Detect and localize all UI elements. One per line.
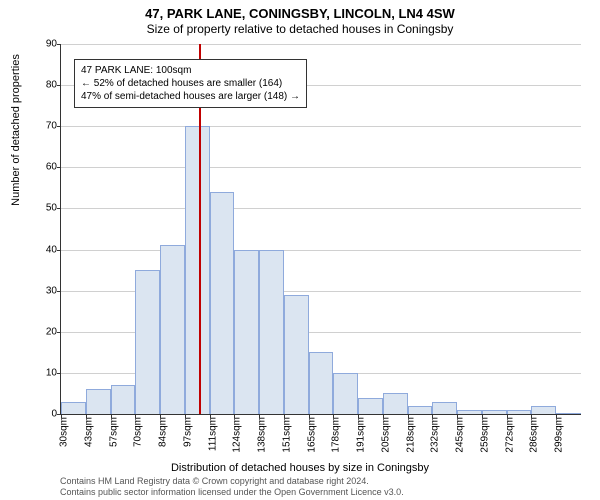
x-tick-label: 245sqm bbox=[455, 414, 466, 453]
x-tick-label: 299sqm bbox=[554, 414, 565, 453]
x-tick-label: 97sqm bbox=[182, 414, 193, 447]
info-box-line2: ← 52% of detached houses are smaller (16… bbox=[81, 77, 300, 90]
y-axis-label: Number of detached properties bbox=[10, 30, 22, 230]
x-tick-label: 138sqm bbox=[257, 414, 268, 453]
y-tick-label: 30 bbox=[46, 285, 61, 296]
histogram-bar bbox=[185, 126, 210, 414]
x-tick-label: 272sqm bbox=[504, 414, 515, 453]
x-tick-label: 218sqm bbox=[405, 414, 416, 453]
histogram-bar bbox=[111, 385, 136, 414]
chart-container: 47, PARK LANE, CONINGSBY, LINCOLN, LN4 4… bbox=[0, 0, 600, 500]
histogram-bar bbox=[531, 406, 556, 414]
grid-line bbox=[61, 44, 581, 45]
x-tick-label: 151sqm bbox=[281, 414, 292, 453]
y-tick-label: 40 bbox=[46, 244, 61, 255]
x-tick-label: 84sqm bbox=[158, 414, 169, 447]
histogram-bar bbox=[86, 389, 111, 414]
attribution-text: Contains HM Land Registry data © Crown c… bbox=[60, 476, 580, 498]
x-tick-label: 178sqm bbox=[331, 414, 342, 453]
histogram-bar bbox=[210, 192, 235, 414]
x-tick-label: 70sqm bbox=[133, 414, 144, 447]
histogram-bar bbox=[284, 295, 309, 414]
info-box-line1: 47 PARK LANE: 100sqm bbox=[81, 64, 300, 77]
grid-line bbox=[61, 250, 581, 251]
y-tick-label: 60 bbox=[46, 162, 61, 173]
x-tick-label: 43sqm bbox=[83, 414, 94, 447]
histogram-bar bbox=[160, 245, 185, 414]
histogram-bar bbox=[432, 402, 457, 414]
x-tick-label: 57sqm bbox=[108, 414, 119, 447]
x-tick-label: 286sqm bbox=[529, 414, 540, 453]
plot-area: 010203040506070809030sqm43sqm57sqm70sqm8… bbox=[60, 44, 581, 415]
y-tick-label: 80 bbox=[46, 80, 61, 91]
x-tick-label: 191sqm bbox=[356, 414, 367, 453]
x-tick-label: 30sqm bbox=[59, 414, 70, 447]
histogram-bar bbox=[309, 352, 334, 414]
x-tick-label: 111sqm bbox=[207, 414, 218, 451]
y-tick-label: 50 bbox=[46, 203, 61, 214]
x-tick-label: 165sqm bbox=[306, 414, 317, 453]
y-tick-label: 70 bbox=[46, 121, 61, 132]
histogram-bar bbox=[333, 373, 358, 414]
histogram-bar bbox=[408, 406, 433, 414]
attribution-line2: Contains public sector information licen… bbox=[60, 487, 404, 497]
histogram-bar bbox=[234, 250, 259, 414]
chart-subtitle: Size of property relative to detached ho… bbox=[0, 22, 600, 36]
histogram-bar bbox=[358, 398, 383, 414]
histogram-bar bbox=[135, 270, 160, 414]
histogram-bar bbox=[61, 402, 86, 414]
x-tick-label: 124sqm bbox=[232, 414, 243, 453]
grid-line bbox=[61, 208, 581, 209]
x-tick-label: 259sqm bbox=[479, 414, 490, 453]
histogram-bar bbox=[383, 393, 408, 414]
x-axis-label: Distribution of detached houses by size … bbox=[0, 462, 600, 474]
y-tick-label: 90 bbox=[46, 39, 61, 50]
y-tick-label: 10 bbox=[46, 367, 61, 378]
histogram-bar bbox=[259, 250, 284, 414]
grid-line bbox=[61, 126, 581, 127]
info-box: 47 PARK LANE: 100sqm← 52% of detached ho… bbox=[74, 59, 307, 108]
y-tick-label: 20 bbox=[46, 326, 61, 337]
grid-line bbox=[61, 167, 581, 168]
x-tick-label: 205sqm bbox=[380, 414, 391, 453]
chart-title-address: 47, PARK LANE, CONINGSBY, LINCOLN, LN4 4… bbox=[0, 6, 600, 21]
info-box-line3: 47% of semi-detached houses are larger (… bbox=[81, 90, 300, 103]
attribution-line1: Contains HM Land Registry data © Crown c… bbox=[60, 476, 369, 486]
x-tick-label: 232sqm bbox=[430, 414, 441, 453]
